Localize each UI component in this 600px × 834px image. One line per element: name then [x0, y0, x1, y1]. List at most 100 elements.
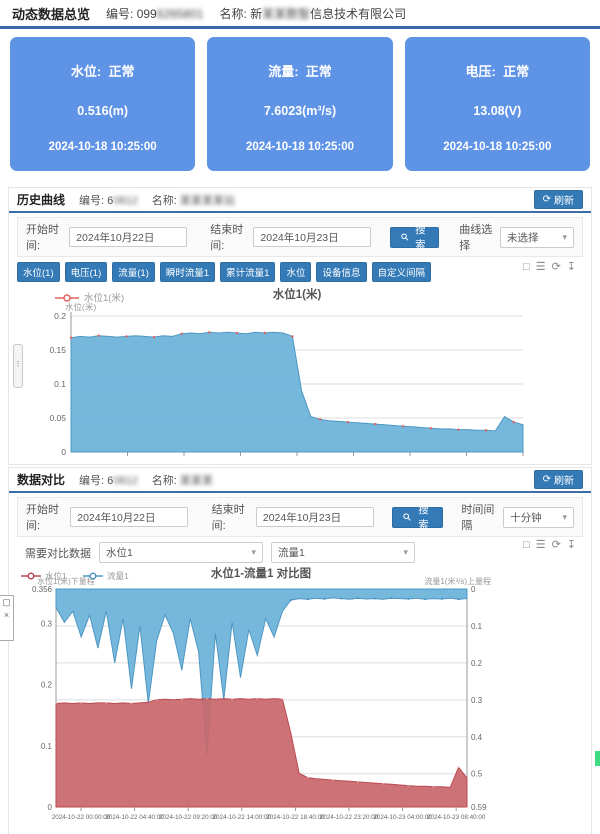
svg-text:水位1(米)下量程: 水位1(米)下量程 — [37, 576, 95, 586]
quick-button-7[interactable]: 自定义间隔 — [371, 262, 432, 282]
card-value: 7.6023(m³/s) — [263, 103, 337, 118]
chevron-down-icon: ▾ — [562, 231, 568, 242]
card-value: 0.516(m) — [77, 103, 129, 118]
quick-button-2[interactable]: 流量(1) — [112, 262, 155, 282]
save-image-icon[interactable]: ↧ — [566, 261, 576, 273]
svg-text:0.2: 0.2 — [471, 659, 483, 668]
history-section: 历史曲线 编号: 60812 名称: 某某某某站 ⟳ 刷新 开始时间: 结束时间… — [8, 187, 592, 465]
svg-text:0.1: 0.1 — [54, 379, 66, 389]
refresh-button[interactable]: ⟳ 刷新 — [533, 190, 583, 209]
magictype-icon[interactable]: ☰ — [535, 539, 546, 551]
magictype-icon[interactable]: ☰ — [535, 261, 546, 273]
card-timestamp: 2024-10-18 10:25:00 — [48, 141, 157, 153]
compare-series-select-2[interactable]: 流量1 ▾ — [271, 542, 415, 563]
compare-filter-bar: 开始时间: 结束时间: 搜索 时间间隔 十分钟 ▾ — [17, 497, 583, 537]
search-icon — [400, 233, 409, 241]
floating-chat-widget[interactable]: ▢ × — [0, 595, 14, 641]
curve-select[interactable]: 未选择 ▾ — [500, 226, 575, 248]
page-header: 动态数据总览 编号: 0996265801 名称: 新某某数智信息技术有限公司 — [0, 0, 600, 29]
svg-text:2024-10-22 14:00:00: 2024-10-22 14:00:00 — [213, 814, 272, 821]
card-title: 电压: 正常 — [465, 64, 530, 79]
restore-icon[interactable]: ⟳ — [551, 539, 561, 551]
floating-pager-widget[interactable]: ⋮ — [13, 344, 23, 388]
search-button[interactable]: 搜索 — [389, 224, 440, 251]
svg-text:0.1: 0.1 — [471, 622, 483, 631]
refresh-icon: ⟳ — [542, 474, 551, 485]
svg-text:水位(米): 水位(米) — [65, 302, 96, 312]
svg-text:0.4: 0.4 — [471, 733, 483, 742]
quick-button-5[interactable]: 水位 — [280, 262, 312, 282]
svg-text:0.5: 0.5 — [471, 770, 483, 779]
chevron-down-icon: ▾ — [562, 511, 567, 522]
start-time-input[interactable] — [69, 227, 188, 247]
compare-series-select-1[interactable]: 水位1 ▾ — [99, 542, 263, 563]
end-time-input[interactable] — [253, 227, 372, 247]
svg-text:0.1: 0.1 — [41, 742, 53, 751]
svg-text:0.15: 0.15 — [49, 345, 66, 355]
quick-button-6[interactable]: 设备信息 — [316, 262, 367, 282]
svg-text:0.3: 0.3 — [41, 619, 53, 628]
corner-indicator — [595, 751, 600, 766]
history-section-header: 历史曲线 编号: 60812 名称: 某某某某站 ⟳ 刷新 — [9, 188, 591, 213]
svg-text:0: 0 — [48, 803, 53, 812]
quick-button-4[interactable]: 累计流量1 — [220, 262, 276, 282]
chevron-down-icon: ▾ — [403, 547, 408, 557]
interval-select[interactable]: 十分钟 ▾ — [503, 506, 574, 528]
svg-text:0.356: 0.356 — [32, 585, 53, 594]
start-time-label: 开始时间: — [26, 224, 59, 252]
compare-chart-canvas[interactable]: 0 0.1 0.2 0.3 0.4 0.5 0.59 0.356 0.3 0.2 0.1 0 2024-… — [9, 566, 591, 829]
chevron-down-icon: ▾ — [251, 547, 256, 557]
page-title: 动态数据总览 — [12, 6, 91, 22]
end-time-label: 结束时间: — [210, 224, 244, 252]
save-image-icon[interactable]: ↧ — [566, 539, 576, 551]
svg-text:0.05: 0.05 — [49, 413, 66, 423]
water-level-card: 水位: 正常 0.516(m) 2024-10-18 10:25:00 — [10, 37, 196, 171]
end-time-label: 结束时间: — [211, 504, 245, 532]
svg-text:流量1(米³/s)上量程: 流量1(米³/s)上量程 — [424, 576, 491, 586]
compare-series-label: 需要对比数据 — [25, 547, 91, 560]
quick-button-1[interactable]: 电压(1) — [64, 262, 108, 282]
section-device-number: 编号: 60812 — [79, 194, 138, 207]
card-value: 13.08(V) — [473, 103, 522, 118]
svg-text:0.59: 0.59 — [471, 803, 487, 812]
svg-text:水位1(米): 水位1(米) — [273, 287, 322, 301]
quick-buttons-row: 水位(1) 电压(1) 流量(1) 瞬时流量1 累计流量1 水位 设备信息 自定义间隔 — [9, 259, 591, 286]
restore-icon[interactable]: ⟳ — [551, 261, 561, 273]
datazoom-icon[interactable]: □ — [523, 261, 530, 273]
quick-button-0[interactable]: 水位(1) — [17, 262, 60, 282]
end-time-input[interactable] — [255, 507, 374, 527]
svg-text:0.3: 0.3 — [471, 696, 483, 705]
card-title: 水位: 正常 — [70, 64, 135, 79]
status-cards: 水位: 正常 0.516(m) 2024-10-18 10:25:00 流量: … — [0, 29, 600, 179]
section-device-name: 名称: 某某某 — [151, 474, 213, 487]
datazoom-icon[interactable]: □ — [523, 539, 530, 551]
compare-section: 数据对比 编号: 60812 名称: 某某某 ⟳ 刷新 开始时间: 结束时间: … — [8, 467, 592, 834]
card-timestamp: 2024-10-18 10:25:00 — [245, 141, 355, 153]
svg-text:2024-10-23 08:40:00: 2024-10-23 08:40:00 — [427, 814, 486, 821]
svg-text:水位1(米): 水位1(米) — [84, 292, 124, 304]
section-device-name: 名称: 某某某某站 — [151, 194, 235, 207]
curve-select-label: 曲线选择 — [459, 224, 493, 252]
start-time-label: 开始时间: — [26, 504, 59, 532]
compare-series-row: 需要对比数据 水位1 ▾ 流量1 ▾ — [9, 539, 591, 567]
svg-text:水位1-流量1 对比图: 水位1-流量1 对比图 — [211, 567, 311, 580]
close-icon[interactable]: × — [3, 610, 10, 620]
svg-text:流量1: 流量1 — [107, 571, 129, 581]
refresh-button[interactable]: ⟳ 刷新 — [533, 470, 583, 489]
company-name: 名称: 新某某数智信息技术有限公司 — [219, 6, 407, 21]
svg-text:2024-10-22 23:20:00: 2024-10-22 23:20:00 — [320, 814, 379, 821]
section-title: 数据对比 — [17, 473, 66, 487]
card-timestamp: 2024-10-18 10:25:00 — [443, 141, 552, 153]
voltage-card: 电压: 正常 13.08(V) 2024-10-18 10:25:00 — [404, 37, 590, 171]
svg-text:2024-10-22 00:00:00: 2024-10-22 00:00:00 — [52, 814, 111, 821]
section-title: 历史曲线 — [17, 193, 66, 207]
search-button[interactable]: 搜索 — [392, 504, 443, 531]
start-time-input[interactable] — [70, 507, 189, 527]
quick-button-3[interactable]: 瞬时流量1 — [159, 262, 216, 282]
search-icon — [403, 513, 412, 521]
card-title: 流量: 正常 — [268, 64, 332, 79]
svg-text:2024-10-22 04:40:00: 2024-10-22 04:40:00 — [105, 814, 164, 821]
section-device-number: 编号: 60812 — [79, 474, 138, 487]
svg-text:0: 0 — [61, 447, 66, 457]
